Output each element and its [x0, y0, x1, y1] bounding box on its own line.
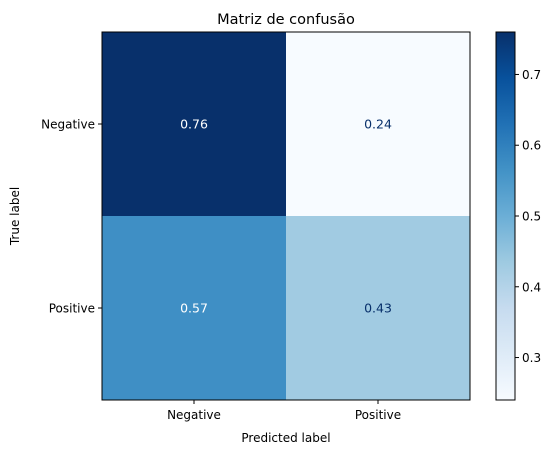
x-tick-label: Positive: [355, 408, 401, 422]
cell-value-label: 0.24: [364, 117, 392, 132]
colorbar-tick-label: 0.6: [522, 139, 541, 153]
heatmap-cell: [102, 32, 286, 216]
x-axis-label: Predicted label: [241, 431, 330, 445]
colorbar-tick-label: 0.4: [522, 280, 541, 294]
x-axis-ticks: Negative Positive: [167, 400, 401, 422]
x-tick-label: Negative: [167, 408, 221, 422]
heatmap-cell: [286, 32, 470, 216]
heatmap-cell: [102, 216, 286, 400]
y-tick-label: Negative: [41, 118, 95, 132]
chart-title: Matriz de confusão: [217, 12, 355, 28]
colorbar-tick-label: 0.5: [522, 210, 541, 224]
cell-value-label: 0.76: [180, 117, 208, 132]
heatmap-cell: [286, 216, 470, 400]
colorbar-ticks: 0.3 0.4 0.5 0.6 0.7: [515, 68, 541, 365]
heatmap-cells: [102, 32, 470, 400]
plot-frame: [101, 31, 471, 401]
cell-value-labels: 0.76 0.24 0.57 0.43: [180, 117, 392, 316]
y-axis-ticks: Negative Positive: [41, 118, 102, 316]
colorbar: [495, 31, 516, 401]
colorbar-tick-label: 0.3: [522, 351, 541, 365]
cell-value-label: 0.57: [180, 301, 208, 316]
colorbar-tick-label: 0.7: [522, 68, 541, 82]
y-axis-label: True label: [8, 187, 22, 246]
cell-value-label: 0.43: [364, 301, 392, 316]
y-tick-label: Positive: [49, 302, 95, 316]
